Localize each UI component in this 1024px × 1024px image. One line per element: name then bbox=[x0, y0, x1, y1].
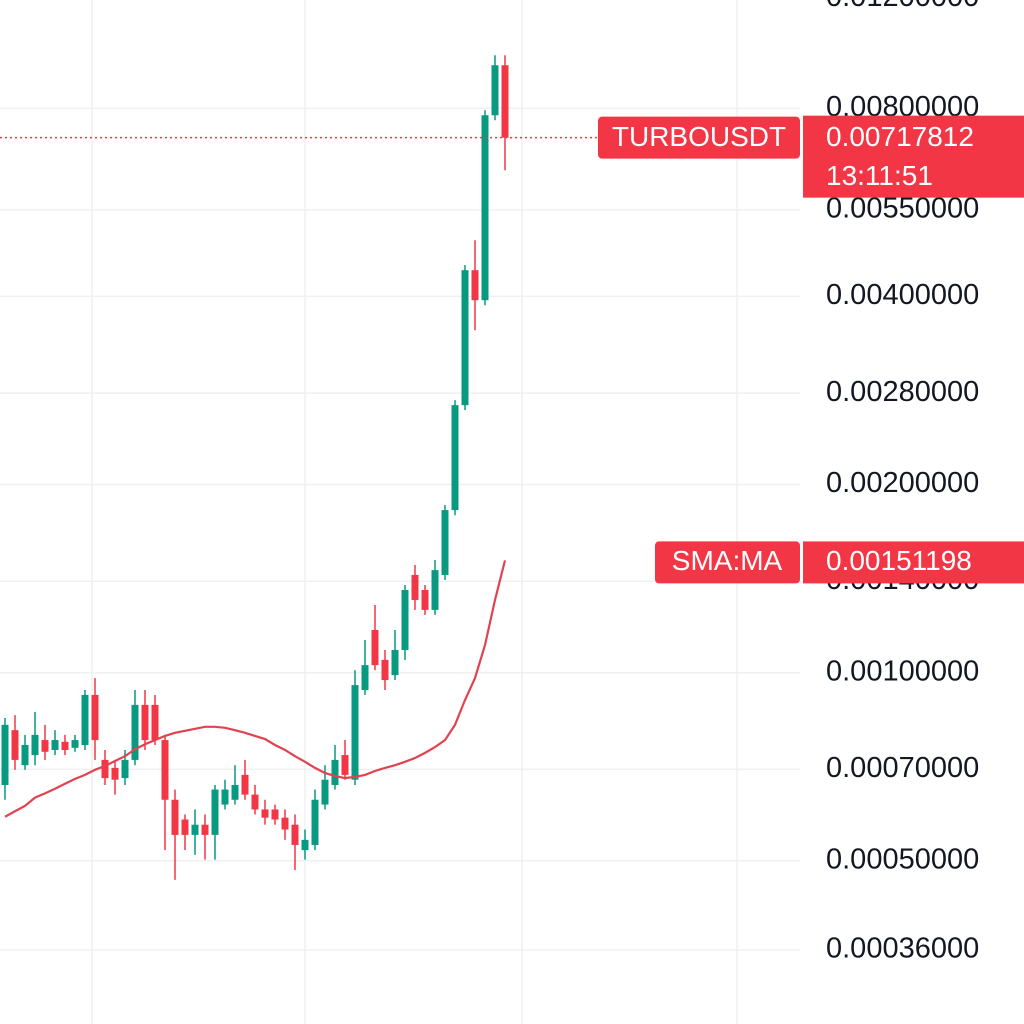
price-label: 0.00717812 bbox=[826, 121, 974, 152]
candle-body bbox=[111, 767, 119, 780]
candle-body bbox=[171, 799, 179, 835]
symbol-label: TURBOUSDT bbox=[612, 121, 786, 152]
candle-body bbox=[391, 649, 399, 676]
y-tick-label: 0.00200000 bbox=[826, 467, 979, 499]
candle-body bbox=[481, 115, 489, 301]
sma-line bbox=[4, 560, 507, 818]
y-tick-label: 0.00070000 bbox=[826, 752, 979, 784]
price-box bbox=[803, 115, 1024, 198]
time-grid bbox=[91, 0, 738, 1024]
candle-body bbox=[141, 704, 149, 741]
sma-name-box bbox=[655, 541, 800, 584]
candle-body bbox=[151, 704, 159, 741]
candle-body bbox=[221, 789, 229, 805]
candle-body bbox=[61, 741, 69, 750]
candle-body bbox=[301, 839, 309, 851]
candle-body bbox=[371, 630, 379, 666]
candle-body bbox=[121, 759, 129, 779]
y-tick-label: 0.00050000 bbox=[826, 843, 979, 875]
sma-name-label: SMA:MA bbox=[672, 545, 783, 576]
candle-body bbox=[461, 270, 469, 406]
candle-body bbox=[211, 789, 219, 835]
countdown-label: 13:11:51 bbox=[826, 160, 933, 191]
candle-body bbox=[441, 510, 449, 575]
candle-body bbox=[11, 730, 19, 760]
candles bbox=[1, 55, 509, 880]
candle-body bbox=[401, 589, 409, 650]
candle-body bbox=[251, 794, 259, 810]
candle-body bbox=[131, 704, 139, 760]
candle-body bbox=[281, 817, 289, 830]
candle-body bbox=[81, 694, 89, 745]
candle-body bbox=[501, 65, 509, 138]
y-tick-label: 0.01200000 bbox=[826, 0, 979, 13]
sma-value-label: 0.00151198 bbox=[826, 545, 972, 576]
candle-body bbox=[351, 685, 359, 780]
candle-body bbox=[361, 665, 369, 690]
candle-body bbox=[191, 824, 199, 835]
candle-body bbox=[321, 779, 329, 805]
candle-body bbox=[181, 819, 189, 835]
symbol-box bbox=[598, 116, 800, 159]
candle-body bbox=[231, 784, 239, 800]
candle-body bbox=[1, 724, 9, 785]
candle-body bbox=[51, 740, 59, 750]
candle-body bbox=[331, 759, 339, 785]
candle-body bbox=[261, 809, 269, 818]
candle-body bbox=[21, 744, 29, 766]
candle-body bbox=[101, 759, 109, 779]
y-tick-label: 0.00036000 bbox=[826, 933, 979, 965]
candle-body bbox=[411, 574, 419, 600]
candle-body bbox=[421, 589, 429, 610]
candle-body bbox=[71, 740, 79, 748]
candle-body bbox=[451, 405, 459, 511]
candle-body bbox=[161, 740, 169, 800]
candle-body bbox=[381, 659, 389, 681]
y-tick-label: 0.00280000 bbox=[826, 376, 979, 408]
candle-body bbox=[431, 570, 439, 610]
candle-body bbox=[311, 799, 319, 845]
y-tick-label: 0.00550000 bbox=[826, 193, 979, 225]
sma-value-box bbox=[803, 541, 1024, 584]
candle-body bbox=[471, 270, 479, 301]
candle-body bbox=[41, 740, 49, 752]
y-tick-label: 0.00100000 bbox=[826, 655, 979, 687]
candle-body bbox=[341, 755, 349, 775]
y-tick-label: 0.00400000 bbox=[826, 279, 979, 311]
candle-body bbox=[241, 774, 249, 795]
candle-body bbox=[291, 824, 299, 845]
candle-body bbox=[31, 734, 39, 756]
candle-body bbox=[491, 65, 499, 116]
candle-body bbox=[91, 694, 99, 741]
candle-body bbox=[201, 824, 209, 835]
candle-body bbox=[271, 809, 279, 820]
